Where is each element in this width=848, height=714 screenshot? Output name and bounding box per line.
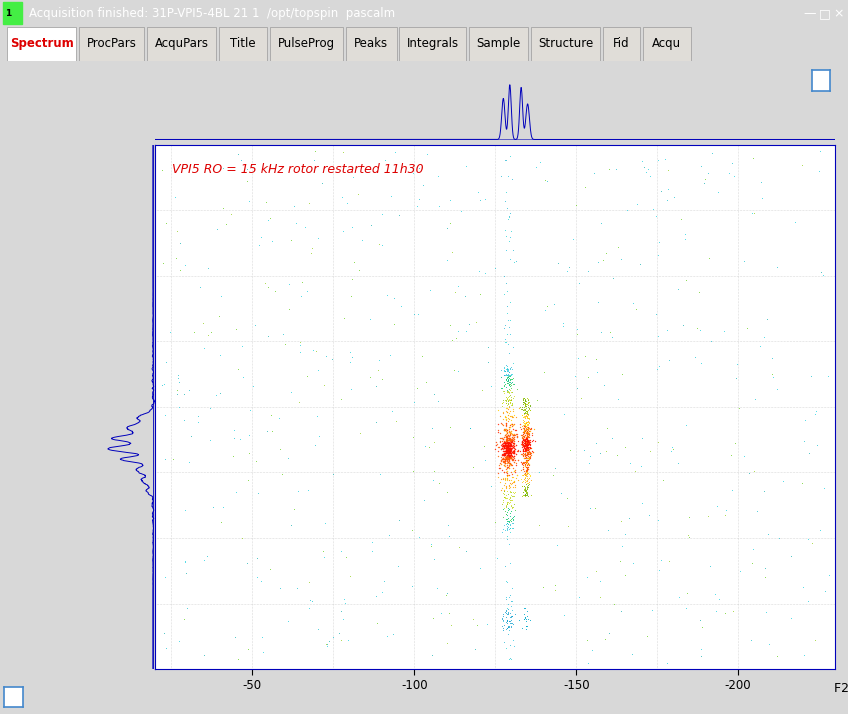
Text: Peaks: Peaks <box>354 37 388 50</box>
Text: □: □ <box>818 7 830 20</box>
Bar <box>346 27 397 61</box>
X-axis label: F2 [ppm]: F2 [ppm] <box>834 682 848 695</box>
Text: AcquPars: AcquPars <box>154 37 209 50</box>
Text: Acquisition finished: 31P-VPI5-4BL 21 1  /opt/topspin  pascalm: Acquisition finished: 31P-VPI5-4BL 21 1 … <box>29 7 395 20</box>
Text: VPI5 RO = 15 kHz rotor restarted 11h30: VPI5 RO = 15 kHz rotor restarted 11h30 <box>172 164 424 176</box>
Bar <box>603 27 640 61</box>
Text: Integrals: Integrals <box>407 37 459 50</box>
Text: ×: × <box>834 7 844 20</box>
Bar <box>469 27 528 61</box>
Bar <box>3 2 22 24</box>
Bar <box>270 27 343 61</box>
Bar <box>7 27 76 61</box>
Bar <box>79 27 144 61</box>
Text: Spectrum: Spectrum <box>9 37 74 50</box>
Bar <box>219 27 267 61</box>
Bar <box>643 27 691 61</box>
Text: Fid: Fid <box>613 37 630 50</box>
Text: 1: 1 <box>5 9 11 18</box>
Bar <box>147 27 216 61</box>
Text: ProcPars: ProcPars <box>86 37 137 50</box>
Bar <box>531 27 600 61</box>
Text: Sample: Sample <box>477 37 521 50</box>
Text: PulseProg: PulseProg <box>278 37 335 50</box>
Text: Acqu: Acqu <box>652 37 682 50</box>
Bar <box>399 27 466 61</box>
Text: —: — <box>804 7 816 20</box>
Text: Title: Title <box>230 37 256 50</box>
Text: Structure: Structure <box>538 37 594 50</box>
